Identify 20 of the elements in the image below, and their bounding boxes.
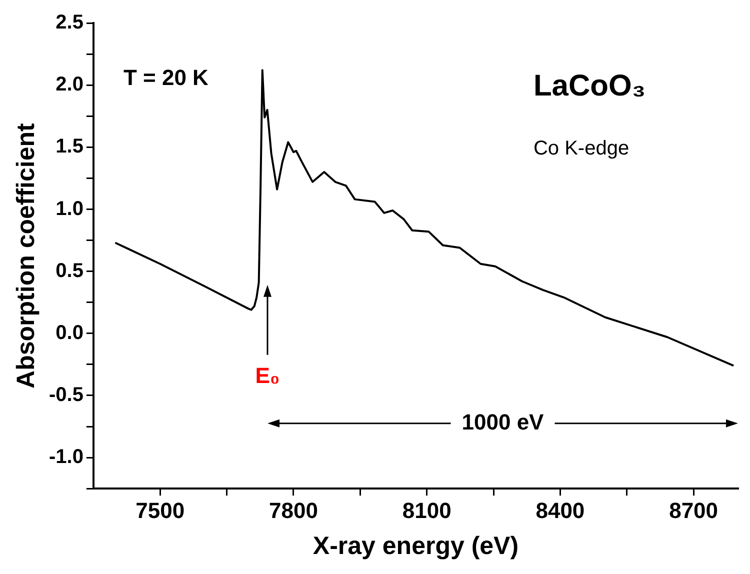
x-tick-label: 7800 [269,498,318,523]
x-tick-label: 8100 [402,498,452,523]
annotation: E₀ [255,362,280,388]
x-axis-title: X-ray energy (eV) [312,532,519,560]
y-tick-label: 2.5 [56,12,84,34]
x-tick-label: 7500 [136,498,185,523]
y-tick-label: -1.0 [48,446,84,468]
annotation: 1000 eV [462,409,544,434]
y-tick-label: 1.0 [56,198,84,220]
x-tick-label: 8400 [536,498,585,523]
x-tick-label: 8700 [669,498,718,523]
y-tick-label: 2.0 [56,74,84,96]
y-tick-label: 1.5 [56,136,84,158]
y-tick-label: 0.5 [56,260,84,282]
y-tick-label: 0.0 [56,322,84,344]
annotation: T = 20 K [123,65,209,90]
annotation: LaCoO₃ [533,69,646,102]
annotation: Co K-edge [533,138,630,160]
y-tick-label: -0.5 [48,384,84,406]
y-axis-title: Absorption coefficient [12,122,40,388]
